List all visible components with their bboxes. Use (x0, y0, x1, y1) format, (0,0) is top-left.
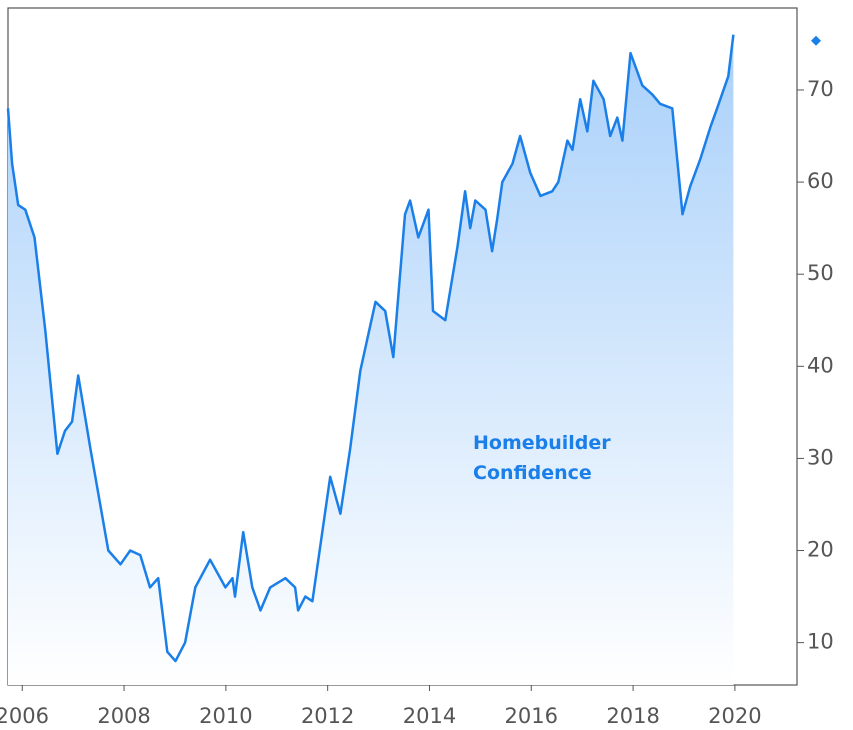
line (6, 34, 735, 663)
y-tick-label: 40 (807, 353, 834, 377)
x-tick-label: 2018 (606, 704, 659, 728)
y-tick-label: 20 (807, 538, 834, 562)
x-tick-label: 2010 (199, 704, 252, 728)
area-fill (8, 34, 734, 685)
x-tick-label: 2012 (301, 704, 354, 728)
x-tick-label: 2014 (403, 704, 456, 728)
y-tick-label: 70 (807, 77, 834, 101)
x-tick-label: 2020 (708, 704, 761, 728)
y-tick-label: 50 (807, 261, 834, 285)
y-tick-label: 30 (807, 445, 834, 469)
y-tick-label: 60 (807, 169, 834, 193)
y-tick-label: 10 (807, 630, 834, 654)
annotation: Homebuilder Confidence (473, 432, 611, 484)
x-tick-label: 2016 (505, 704, 558, 728)
last-value-marker (811, 35, 821, 46)
x-tick-label: 2006 (0, 704, 49, 728)
x-tick-label: 2008 (97, 704, 150, 728)
